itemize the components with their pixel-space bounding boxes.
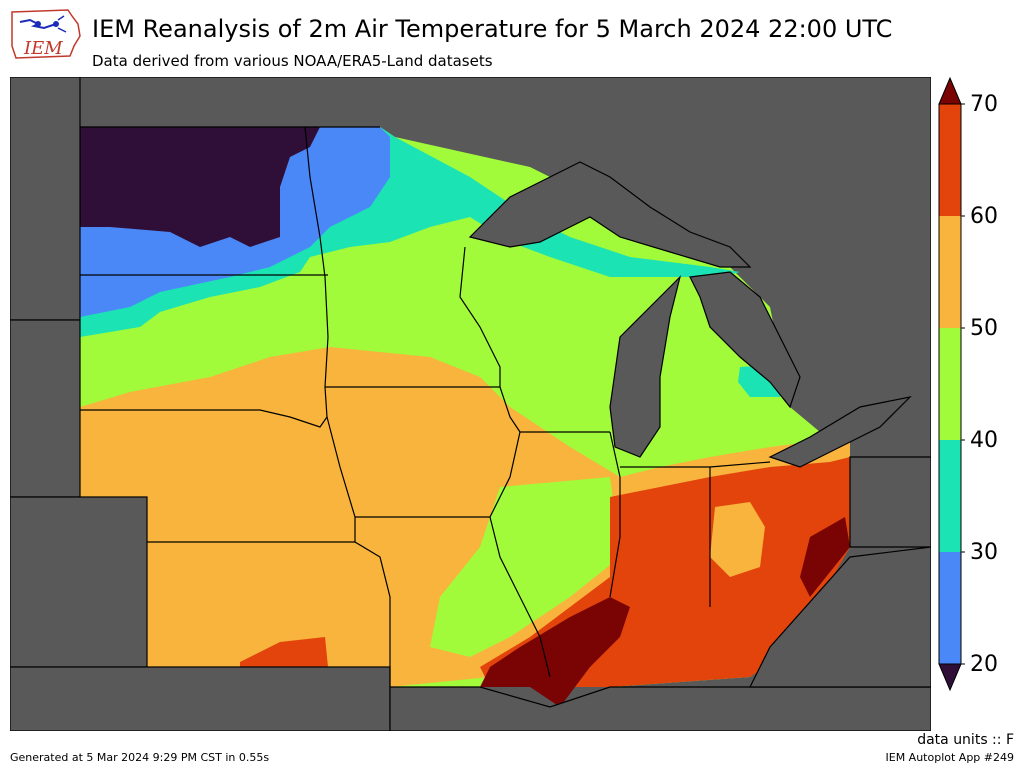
field-50s-ohio (710, 502, 765, 577)
lake-huron (689, 271, 801, 409)
lake-erie (768, 396, 912, 468)
field-above-70-ohio (800, 517, 850, 597)
colorbar-bin-50-60 (939, 216, 961, 328)
colorbar-tick-60: 60 (970, 204, 998, 229)
units-label: data units :: F (917, 732, 1014, 748)
generated-timestamp: Generated at 5 Mar 2024 9:29 PM CST in 0… (10, 751, 270, 764)
colorbar-bin-30-40 (939, 440, 961, 552)
colorbar-bin-20-30 (939, 552, 961, 664)
masked-areas (9, 76, 932, 732)
app-id: IEM Autoplot App #249 (885, 751, 1015, 764)
colorbar-tick-20: 20 (970, 652, 998, 677)
colorbar-tick-30: 30 (970, 540, 998, 565)
colorbar-tick-40: 40 (970, 428, 998, 453)
great-lakes (468, 161, 912, 468)
colorbar-tick-50: 50 (970, 316, 998, 341)
logo-text: IEM (23, 38, 63, 59)
colorbar-bin-40-50 (939, 328, 961, 440)
field-below-20 (80, 127, 320, 247)
field-above-70 (480, 597, 630, 707)
iem-logo: IEM (8, 6, 84, 66)
field-40s-illinois (430, 477, 620, 657)
colorbar-under-arrow (938, 663, 962, 692)
field-60s-missouri (240, 637, 328, 667)
temperature-map (9, 76, 932, 732)
colorbar (935, 74, 965, 694)
map-subtitle: Data derived from various NOAA/ERA5-Land… (92, 52, 493, 70)
lake-michigan (609, 275, 682, 458)
state-borders (80, 126, 771, 687)
colorbar-over-arrow (938, 76, 962, 105)
lake-superior (468, 161, 752, 268)
colorbar-tick-70: 70 (970, 92, 998, 117)
map-title: IEM Reanalysis of 2m Air Temperature for… (92, 15, 893, 43)
colorbar-bin-60-70 (939, 104, 961, 216)
